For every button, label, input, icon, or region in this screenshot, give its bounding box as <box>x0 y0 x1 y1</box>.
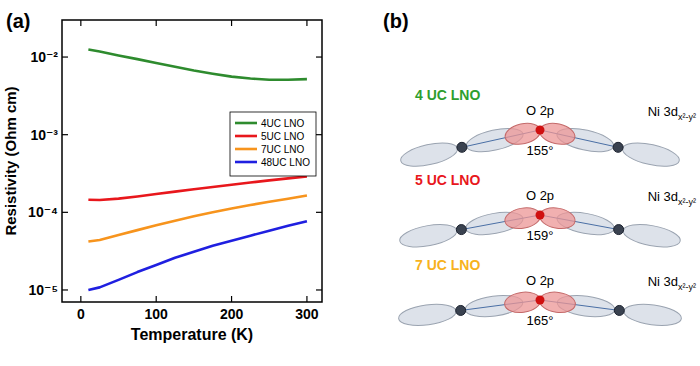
ni-atom <box>457 142 467 152</box>
x-tick-label: 200 <box>220 306 244 322</box>
series-line <box>88 50 307 80</box>
o-orbital-lobe <box>503 290 541 315</box>
legend-label: 4UC LNO <box>261 118 305 129</box>
angle-label: 165° <box>527 313 554 328</box>
o-label: O 2p <box>526 103 554 118</box>
ni-orbital-lobe <box>398 221 459 251</box>
o-label: O 2p <box>526 273 554 288</box>
y-tick <box>316 56 322 57</box>
legend-label: 48UC LNO <box>261 157 310 168</box>
series-line <box>88 176 307 200</box>
ni-atom <box>613 142 623 152</box>
x-tick <box>80 20 81 26</box>
plot-frame <box>62 20 322 302</box>
o-atom <box>536 211 545 220</box>
ni-orbital-lobe <box>399 139 460 171</box>
x-tick <box>306 296 307 302</box>
x-tick-label: 100 <box>145 306 169 322</box>
legend-label: 7UC LNO <box>261 144 305 155</box>
x-tick <box>80 296 81 302</box>
y-tick <box>316 134 322 135</box>
x-tick <box>156 296 157 302</box>
o-label: O 2p <box>526 188 554 203</box>
ni-atom <box>456 305 466 315</box>
y-axis-title: Resistivity (Ohm cm) <box>2 86 19 235</box>
o-atom <box>536 126 545 135</box>
y-tick <box>62 56 68 57</box>
y-tick-label: 10⁻⁵ <box>28 282 58 298</box>
y-tick <box>62 289 68 290</box>
y-tick <box>62 212 68 213</box>
ni-orbital-lobe <box>623 301 683 328</box>
row-label: 4 UC LNO <box>415 87 480 103</box>
bond-row <box>398 205 682 251</box>
ni-label: Ni 3dx²-y² <box>648 274 696 292</box>
y-tick-label: 10⁻⁴ <box>28 204 58 220</box>
y-tick <box>62 134 68 135</box>
x-tick-label: 0 <box>77 306 85 322</box>
x-tick <box>231 296 232 302</box>
ni-orbital-lobe <box>397 301 457 328</box>
y-tick-label: 10⁻² <box>30 49 58 65</box>
ni-label: Ni 3dx²-y² <box>648 104 696 122</box>
ni-orbital-lobe <box>621 221 682 251</box>
ni-label-sub: x²-y² <box>678 197 696 207</box>
y-tick <box>316 289 322 290</box>
ni-label: Ni 3dx²-y² <box>648 189 696 207</box>
ni-label-main: Ni 3d <box>648 274 678 289</box>
ni-orbital-lobe <box>620 139 681 171</box>
legend-swatch <box>235 122 257 125</box>
o-atom <box>536 296 545 305</box>
y-tick-label: 10⁻³ <box>30 127 58 143</box>
x-tick <box>306 20 307 26</box>
x-tick <box>156 20 157 26</box>
series-line <box>88 221 307 290</box>
angle-label: 155° <box>527 143 554 158</box>
bond-row <box>399 120 682 170</box>
bond-row <box>397 290 682 328</box>
ni-label-sub: x²-y² <box>678 112 696 122</box>
row-label: 5 UC LNO <box>415 172 480 188</box>
figure: (a) (b) 0 100 200 300 10⁻⁵ 10⁻⁴ 10⁻³ 10⁻² Temperat… <box>0 0 700 366</box>
y-tick <box>316 212 322 213</box>
series-line <box>88 195 307 241</box>
angle-label: 159° <box>527 228 554 243</box>
legend-swatch <box>235 161 257 164</box>
x-tick-label: 300 <box>295 306 319 322</box>
ni-atom <box>614 305 624 315</box>
ni-atom <box>614 225 624 235</box>
panel-label: (a) <box>6 10 30 32</box>
legend-label: 5UC LNO <box>261 131 305 142</box>
x-axis-title: Temperature (K) <box>131 326 253 343</box>
legend-swatch <box>235 135 257 138</box>
ni-atom <box>456 225 466 235</box>
legend <box>230 112 316 176</box>
ni-label-sub: x²-y² <box>678 282 696 292</box>
panel-label: (b) <box>383 10 409 32</box>
row-label: 7 UC LNO <box>415 257 480 273</box>
ni-label-main: Ni 3d <box>648 189 678 204</box>
ni-label-main: Ni 3d <box>648 104 678 119</box>
legend-swatch <box>235 148 257 151</box>
o-orbital-lobe <box>538 290 576 315</box>
x-tick <box>231 20 232 26</box>
